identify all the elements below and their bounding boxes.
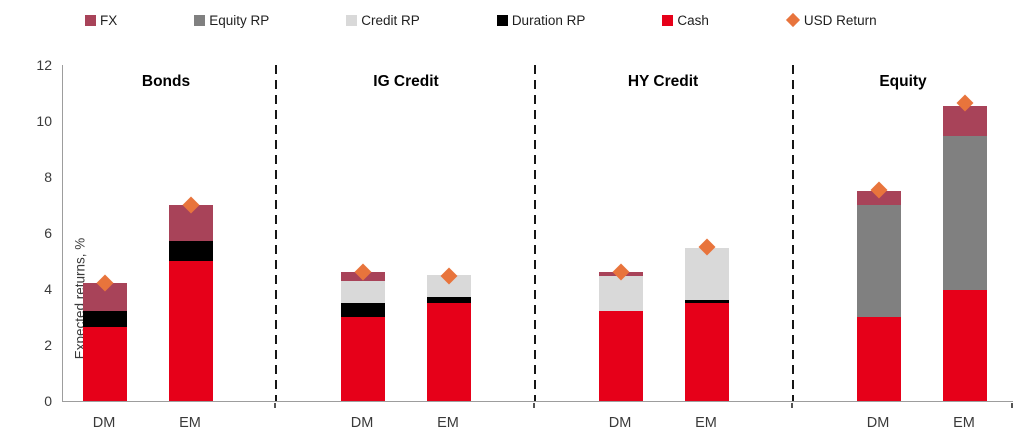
bar-segment-cash: [427, 303, 471, 401]
x-category-label: DM: [92, 415, 116, 431]
legend-label: Duration RP: [511, 12, 586, 28]
x-category-label: DM: [866, 415, 890, 431]
bar-segment-duration_rp: [685, 300, 729, 303]
group-title: HY Credit: [627, 73, 699, 90]
y-tick-label: 6: [44, 225, 52, 241]
credit-rp-legend-swatch-icon: [346, 14, 358, 26]
legend-item: Credit RP: [346, 13, 420, 28]
legend: FX Equity RP Credit RP Duration RP Cash USD R…: [85, 10, 980, 30]
bar-segment-credit_rp: [427, 275, 471, 298]
y-tick-label: 10: [36, 113, 52, 129]
bar-segment-equity_rp: [857, 205, 901, 317]
x-category-label: EM: [953, 415, 975, 431]
fx-legend-swatch-icon: [85, 14, 96, 26]
group-title: IG Credit: [373, 73, 439, 90]
bar-segment-cash: [599, 311, 643, 401]
legend-label: FX: [100, 12, 118, 28]
y-tick-label: 8: [44, 169, 52, 185]
bar-segment-duration_rp: [427, 297, 471, 303]
bar-segment-credit_rp: [685, 248, 729, 301]
plot-area: Expected returns, % Bonds IG Credit HY Cre…: [62, 65, 1013, 402]
x-axis-tick: [1011, 402, 1013, 408]
legend-item: Cash: [662, 13, 709, 28]
x-axis-tick: [533, 402, 535, 408]
group-separator: [792, 65, 794, 401]
y-tick-label: 4: [44, 281, 52, 297]
bar-segment-duration_rp: [341, 303, 385, 317]
group-title: Bonds: [141, 73, 191, 90]
bar-segment-cash: [169, 261, 213, 401]
x-category-label: EM: [179, 415, 201, 431]
bar-segment-cash: [685, 303, 729, 401]
bar-segment-cash: [857, 317, 901, 401]
cash-legend-swatch-icon: [662, 14, 674, 26]
group-title: Equity: [879, 73, 927, 90]
group-separator: [275, 65, 277, 401]
bar-segment-cash: [341, 317, 385, 401]
x-category-label: EM: [437, 415, 459, 431]
x-category-label: DM: [350, 415, 374, 431]
bar-segment-cash: [83, 326, 127, 401]
legend-label: Credit RP: [361, 12, 420, 28]
x-axis-tick: [274, 402, 276, 408]
legend-label: USD Return: [803, 12, 877, 28]
equity-rp-legend-swatch-icon: [194, 14, 206, 26]
x-axis-tick: [791, 402, 793, 408]
x-category-label: EM: [695, 415, 717, 431]
legend-item: Equity RP: [194, 13, 269, 28]
bar-segment-equity_rp: [943, 136, 987, 291]
usd-return-legend-swatch-icon: [785, 12, 800, 28]
legend-item: USD Return: [785, 12, 877, 28]
bar-segment-credit_rp: [599, 276, 643, 312]
x-category-label: DM: [608, 415, 632, 431]
duration-rp-legend-swatch-icon: [496, 14, 508, 26]
bar-segment-duration_rp: [169, 241, 213, 261]
group-separator: [534, 65, 536, 401]
legend-label: Cash: [677, 12, 709, 28]
y-tick-label: 12: [36, 57, 52, 73]
legend-item: Duration RP: [496, 12, 586, 28]
legend-item: FX: [85, 13, 117, 28]
bar-segment-cash: [943, 290, 987, 401]
y-tick-label: 0: [44, 393, 52, 409]
legend-label: Equity RP: [209, 12, 270, 28]
bar-segment-duration_rp: [83, 311, 127, 327]
y-tick-label: 2: [44, 337, 52, 353]
bar-segment-credit_rp: [341, 280, 385, 303]
